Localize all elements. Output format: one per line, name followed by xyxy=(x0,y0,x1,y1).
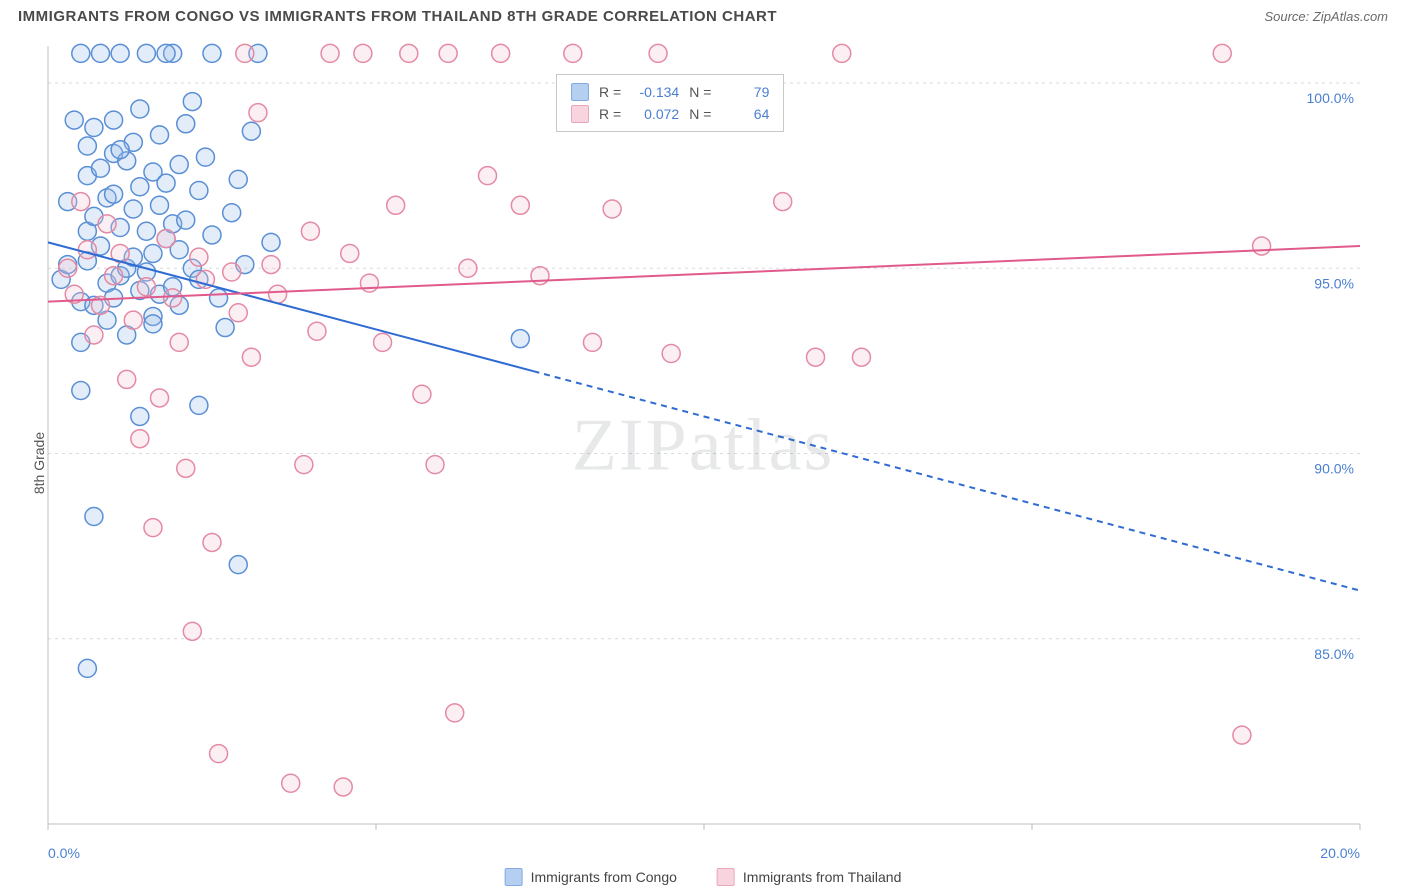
legend-swatch-icon xyxy=(717,868,735,886)
legend-item-congo: Immigrants from Congo xyxy=(505,868,677,886)
legend-item-thailand: Immigrants from Thailand xyxy=(717,868,901,886)
legend-label: Immigrants from Thailand xyxy=(743,869,901,885)
legend: Immigrants from Congo Immigrants from Th… xyxy=(505,868,902,886)
chart-area: 8th Grade 85.0% 90.0% 95.0% 100.0% 0.0% 20.0%… xyxy=(0,34,1406,892)
stats-row: R =0.072 N =64 xyxy=(571,103,769,125)
correlation-stats-box: R =-0.134 N =79R =0.072 N =64 xyxy=(556,74,784,132)
chart-header: IMMIGRANTS FROM CONGO VS IMMIGRANTS FROM… xyxy=(0,0,1406,31)
svg-text:85.0%: 85.0% xyxy=(1314,646,1354,662)
y-axis-label: 8th Grade xyxy=(31,432,47,494)
chart-title: IMMIGRANTS FROM CONGO VS IMMIGRANTS FROM… xyxy=(18,8,777,25)
stats-row: R =-0.134 N =79 xyxy=(571,81,769,103)
svg-text:20.0%: 20.0% xyxy=(1320,845,1360,861)
svg-text:95.0%: 95.0% xyxy=(1314,275,1354,291)
stats-swatch-icon xyxy=(571,83,589,101)
svg-text:100.0%: 100.0% xyxy=(1307,90,1354,106)
chart-source: Source: ZipAtlas.com xyxy=(1264,9,1388,24)
svg-text:0.0%: 0.0% xyxy=(48,845,80,861)
scatter-chart: 85.0% 90.0% 95.0% 100.0% 0.0% 20.0% xyxy=(0,34,1406,892)
legend-swatch-icon xyxy=(505,868,523,886)
stats-swatch-icon xyxy=(571,105,589,123)
svg-text:90.0%: 90.0% xyxy=(1314,461,1354,477)
legend-label: Immigrants from Congo xyxy=(531,869,677,885)
